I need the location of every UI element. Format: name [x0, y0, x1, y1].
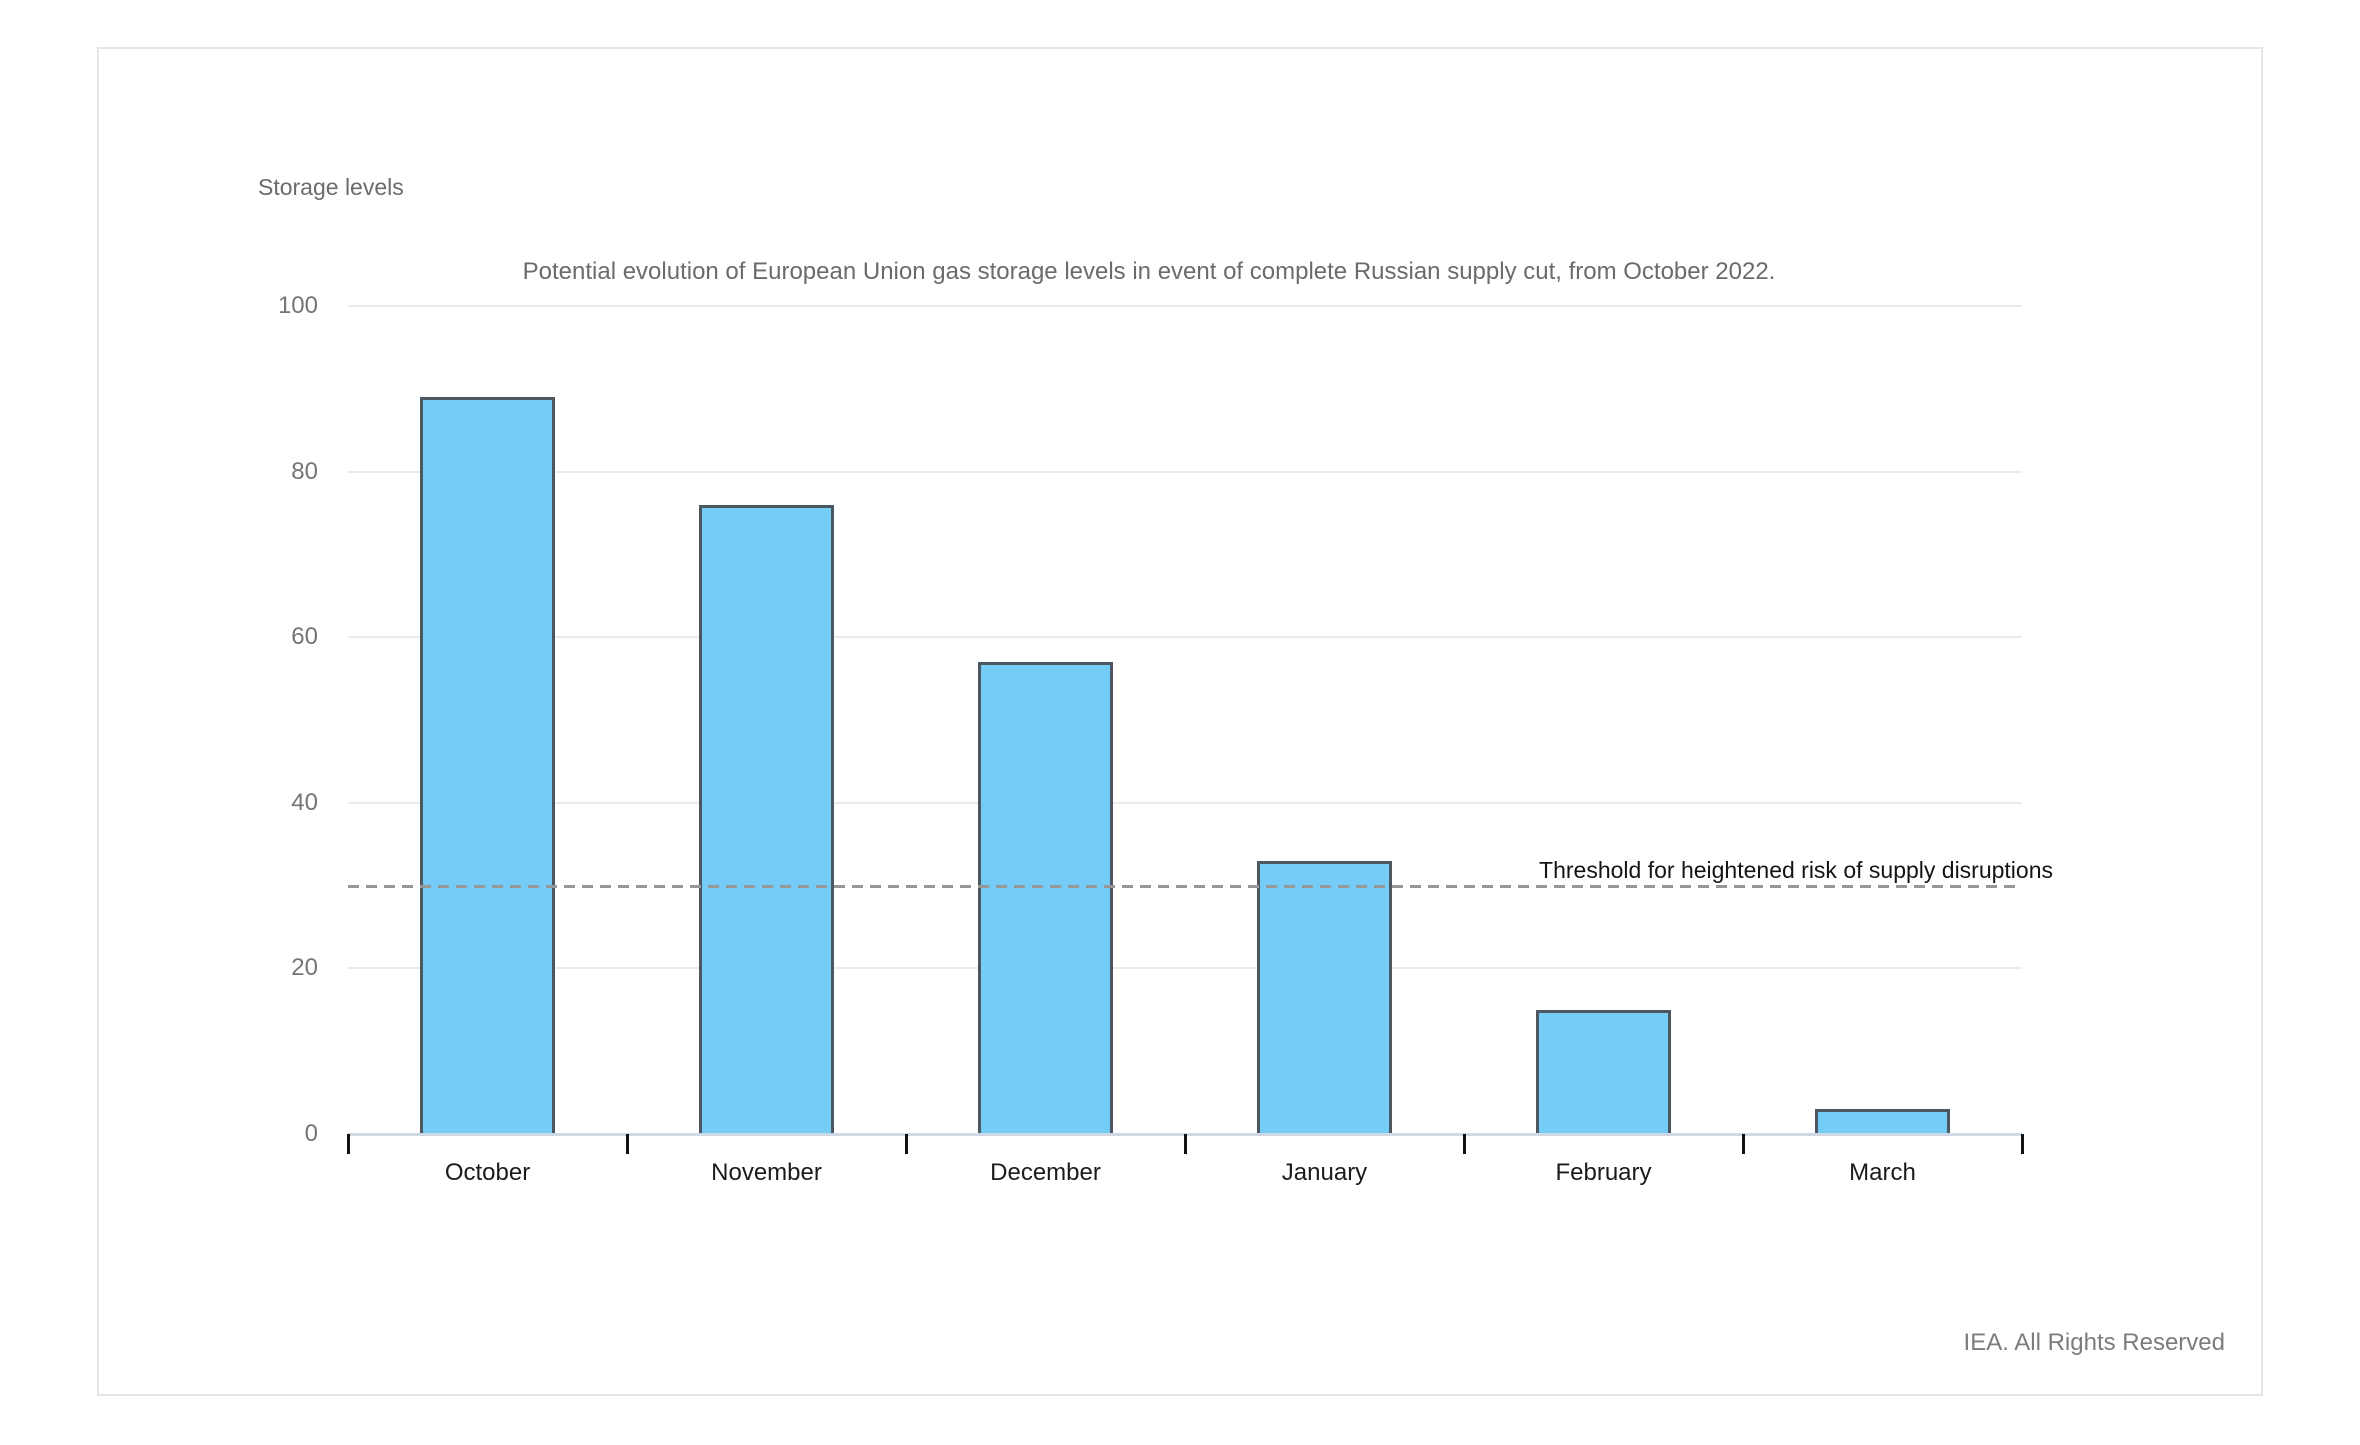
copyright-credit: IEA. All Rights Reserved: [1963, 1329, 2225, 1356]
bar-october: [420, 397, 555, 1134]
x-axis-tick-mark-2: [905, 1134, 908, 1154]
x-axis-label-march: March: [1849, 1159, 1916, 1186]
y-axis-tick-label-60: 60: [291, 623, 318, 651]
x-axis-tick-mark-5: [1742, 1134, 1745, 1154]
gridline-y-40: [348, 801, 2022, 804]
x-axis-label-december: December: [990, 1159, 1101, 1186]
bar-january: [1257, 860, 1392, 1134]
gridline-y-20: [348, 967, 2022, 970]
x-axis-tick-mark-1: [626, 1134, 629, 1154]
y-axis-tick-label-80: 80: [291, 457, 318, 485]
x-axis-label-january: January: [1281, 1159, 1368, 1186]
x-axis-label-november: November: [711, 1159, 822, 1186]
y-axis-tick-label-20: 20: [291, 954, 318, 982]
threshold-label: Threshold for heightened risk of supply …: [1539, 857, 2053, 883]
gridline-y-60: [348, 636, 2022, 639]
chart-card: Storage levels Potential evolution of Eu…: [97, 47, 2263, 1396]
x-axis-tick-mark-0: [347, 1134, 350, 1154]
x-axis-label-october: October: [444, 1159, 531, 1186]
y-axis-tick-label-100: 100: [277, 292, 318, 319]
plot-area: [347, 305, 2024, 1154]
x-axis-tick-mark-3: [1184, 1134, 1187, 1154]
x-axis-tick-mark-6: [2021, 1134, 2024, 1154]
y-axis-tick-label-40: 40: [291, 788, 318, 816]
chart-subtitle: Potential evolution of European Union ga…: [522, 258, 1776, 285]
bar-march: [1815, 1109, 1950, 1134]
threshold-line: [348, 884, 2022, 888]
bar-december: [978, 662, 1113, 1134]
x-axis-label-february: February: [1555, 1159, 1652, 1186]
bar-november: [699, 504, 834, 1134]
x-axis-tick-mark-4: [1463, 1134, 1466, 1154]
y-axis-tick-label-0: 0: [304, 1120, 318, 1147]
y-axis-unit-label: Storage levels: [258, 174, 404, 200]
gridline-y-80: [348, 470, 2022, 473]
bar-february: [1536, 1009, 1671, 1134]
gridline-y-100: [348, 305, 2022, 307]
